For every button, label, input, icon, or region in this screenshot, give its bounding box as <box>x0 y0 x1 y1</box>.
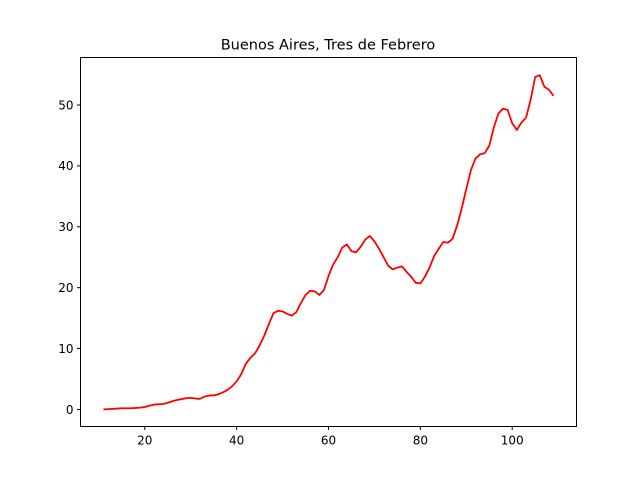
x-tick-label: 20 <box>137 434 152 448</box>
ticks-layer: 20 40 60 80 100 0 10 20 30 40 50 <box>58 98 523 447</box>
x-tick-label: 60 <box>321 434 336 448</box>
x-tick-label: 80 <box>413 434 428 448</box>
series-layer <box>103 74 555 411</box>
y-tick-label: 40 <box>58 159 73 173</box>
series-line-0 <box>103 74 555 411</box>
x-tick-label: 40 <box>229 434 244 448</box>
plot-frame <box>80 57 577 427</box>
y-tick-label: 10 <box>58 342 73 356</box>
y-tick-label: 30 <box>58 220 73 234</box>
y-tick-label: 20 <box>58 281 73 295</box>
chart-title: Buenos Aires, Tres de Febrero <box>221 38 436 54</box>
x-tick-label: 100 <box>501 434 524 448</box>
y-tick-label: 0 <box>66 403 74 417</box>
y-tick-label: 50 <box>58 98 73 112</box>
